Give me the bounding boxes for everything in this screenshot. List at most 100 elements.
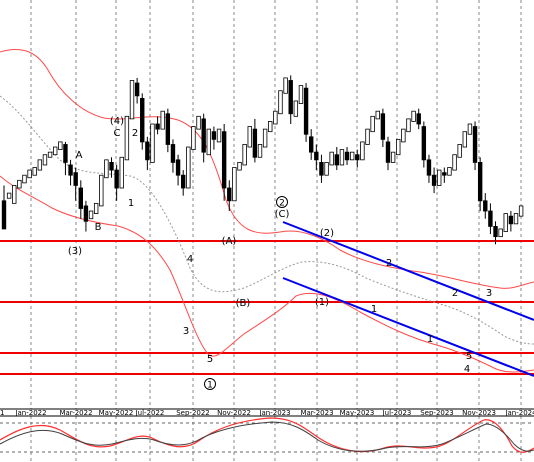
candle-body bbox=[396, 138, 401, 156]
horizontal-levels bbox=[0, 240, 534, 375]
wave-label: A bbox=[76, 150, 83, 161]
wave-label: 4 bbox=[464, 364, 470, 375]
candle-body bbox=[406, 118, 411, 133]
lower-band bbox=[0, 175, 534, 373]
wave-label: 1 bbox=[128, 198, 134, 209]
candle-body bbox=[78, 187, 83, 209]
candle-body bbox=[93, 202, 99, 215]
oscillator-main-line bbox=[0, 417, 534, 453]
wave-label: 2 bbox=[386, 258, 392, 269]
candle-body bbox=[6, 192, 12, 199]
candle-body bbox=[355, 154, 360, 161]
candle-body bbox=[124, 115, 130, 161]
candle-body bbox=[180, 174, 186, 189]
candle-body bbox=[88, 210, 94, 220]
candle-body bbox=[53, 146, 58, 156]
wave-label: (3) bbox=[68, 246, 82, 257]
candle-body bbox=[518, 205, 524, 217]
candle-body bbox=[247, 126, 252, 148]
candle-body bbox=[155, 123, 160, 130]
candle-body bbox=[283, 77, 288, 94]
circled-label-ring bbox=[204, 378, 216, 390]
candle-body bbox=[83, 205, 89, 222]
candle-body bbox=[201, 118, 206, 153]
x-tick-label: Jan-2022 bbox=[14, 409, 46, 417]
candle-body bbox=[508, 215, 514, 225]
candle-body bbox=[273, 110, 278, 125]
candle-body bbox=[37, 159, 43, 171]
candle-body bbox=[375, 110, 380, 120]
candle-body bbox=[288, 80, 293, 115]
candle-body bbox=[191, 126, 196, 150]
candle-body bbox=[134, 82, 140, 97]
channel-upper-line bbox=[282, 221, 534, 321]
descending-channel bbox=[282, 221, 534, 377]
candle-body bbox=[344, 151, 350, 161]
candle-body bbox=[442, 172, 447, 176]
x-tick-label: Mar-2022 bbox=[59, 409, 92, 417]
candle-body bbox=[472, 126, 478, 163]
candle-body bbox=[170, 144, 176, 163]
upper-band bbox=[0, 48, 534, 289]
circled-label: 2 bbox=[279, 199, 285, 209]
x-tick-label: Nov-2023 bbox=[462, 409, 496, 417]
candle-body bbox=[360, 141, 365, 161]
circled-label-ring bbox=[276, 196, 288, 208]
candle-body bbox=[436, 169, 442, 186]
candle-body bbox=[370, 115, 375, 133]
candle-body bbox=[513, 213, 519, 225]
candle-body bbox=[421, 126, 427, 161]
candle-body bbox=[431, 174, 437, 186]
x-tick-label: Jan-2023 bbox=[258, 409, 290, 417]
wave-label: 3 bbox=[486, 288, 492, 299]
candle-body bbox=[17, 179, 22, 189]
candle-body bbox=[68, 164, 73, 176]
candle-body bbox=[349, 151, 355, 161]
x-tick-label: Sep-2023 bbox=[420, 409, 454, 417]
x-tick-label: May-2023 bbox=[340, 409, 375, 417]
candle-body bbox=[416, 113, 421, 125]
candle-body bbox=[257, 144, 263, 158]
wave-label: (A) bbox=[222, 236, 237, 247]
x-tick-label: May-2022 bbox=[99, 409, 134, 417]
candle-body bbox=[477, 161, 483, 202]
candle-body bbox=[175, 159, 181, 176]
wave-label: C bbox=[114, 128, 121, 139]
candle-body bbox=[503, 213, 508, 232]
x-tick-label: Sep-2022 bbox=[176, 409, 210, 417]
x-tick-label: 1 bbox=[0, 409, 4, 417]
candle-body bbox=[58, 141, 63, 150]
candle-body bbox=[27, 169, 32, 179]
candle-body bbox=[447, 167, 452, 176]
wave-label: 5 bbox=[207, 354, 213, 365]
candle-body bbox=[303, 87, 309, 135]
candle-body bbox=[339, 149, 345, 166]
candle-body bbox=[216, 128, 222, 143]
candle-body bbox=[457, 144, 462, 158]
x-tick-label: Nov-2022 bbox=[217, 409, 251, 417]
candle-body bbox=[129, 80, 135, 120]
wave-label: 3 bbox=[183, 326, 189, 337]
candle-body bbox=[242, 144, 247, 166]
candle-body bbox=[498, 228, 503, 238]
candle-body bbox=[165, 113, 171, 145]
candle-body bbox=[390, 151, 396, 163]
wave-label: 1 bbox=[427, 334, 433, 345]
candle-body bbox=[119, 156, 124, 189]
x-axis-tick-labels: 1 Jan-2022 Mar-2022 May-2022 Jul-2022 Sep-202… bbox=[0, 409, 534, 417]
candle-body bbox=[488, 210, 493, 227]
wave-label: (4) bbox=[110, 116, 124, 127]
candle-body bbox=[140, 98, 145, 143]
candle-body bbox=[42, 154, 48, 166]
candle-body bbox=[314, 151, 319, 161]
wave-label: B bbox=[95, 222, 102, 233]
channel-lower-line bbox=[282, 277, 534, 377]
candle-body bbox=[426, 159, 432, 176]
wave-label: (B) bbox=[236, 298, 251, 309]
candle-body bbox=[104, 159, 109, 179]
candle-body bbox=[298, 85, 304, 104]
candle-body bbox=[411, 110, 416, 122]
candle-body bbox=[329, 151, 334, 166]
wave-label: 4 bbox=[187, 254, 193, 265]
